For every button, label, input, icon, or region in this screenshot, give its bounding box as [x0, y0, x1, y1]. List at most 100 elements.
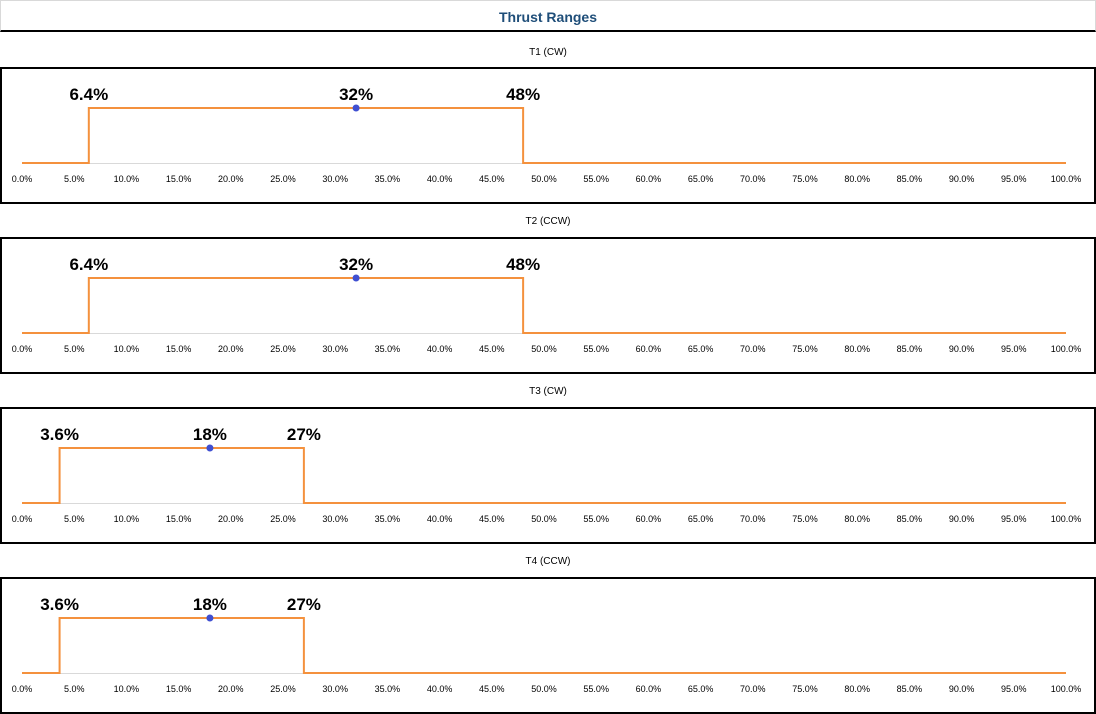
x-tick-label: 50.0%	[531, 344, 557, 354]
x-tick-label: 45.0%	[479, 344, 505, 354]
x-tick-label: 25.0%	[270, 174, 296, 184]
x-tick-label: 30.0%	[322, 344, 348, 354]
x-tick-label: 55.0%	[583, 174, 609, 184]
x-tick-label: 30.0%	[322, 174, 348, 184]
x-tick-label: 10.0%	[114, 174, 140, 184]
x-tick-label: 20.0%	[218, 514, 244, 524]
mid-label: 32%	[339, 85, 373, 104]
x-tick-label: 70.0%	[740, 344, 766, 354]
x-tick-label: 40.0%	[427, 174, 453, 184]
x-tick-label: 85.0%	[897, 514, 923, 524]
x-tick-label: 5.0%	[64, 514, 85, 524]
x-tick-label: 0.0%	[12, 684, 33, 694]
mid-label: 32%	[339, 255, 373, 274]
min-label: 6.4%	[69, 255, 108, 274]
max-label: 48%	[506, 85, 540, 104]
x-tick-label: 60.0%	[636, 344, 662, 354]
x-tick-label: 90.0%	[949, 174, 975, 184]
x-tick-label: 10.0%	[114, 684, 140, 694]
x-tick-label: 95.0%	[1001, 344, 1027, 354]
x-tick-label: 95.0%	[1001, 174, 1027, 184]
x-tick-label: 80.0%	[844, 344, 870, 354]
x-tick-label: 30.0%	[322, 514, 348, 524]
x-tick-label: 70.0%	[740, 174, 766, 184]
mid-marker	[206, 614, 214, 622]
x-tick-label: 20.0%	[218, 174, 244, 184]
chart-panel-t4: 0.0% 5.0% 10.0% 15.0% 20.0% 25.0% 30.0% 35.0% 40…	[0, 577, 1096, 714]
chart-svg-t4: 0.0% 5.0% 10.0% 15.0% 20.0% 25.0% 30.0% 35.0% 40…	[12, 595, 1082, 694]
main-title: Thrust Ranges	[0, 0, 1096, 32]
x-tick-label: 35.0%	[375, 514, 401, 524]
x-tick-label: 75.0%	[792, 344, 818, 354]
x-tick-label: 70.0%	[740, 684, 766, 694]
x-tick-label: 25.0%	[270, 344, 296, 354]
x-tick-label: 5.0%	[64, 344, 85, 354]
x-tick-label: 90.0%	[949, 344, 975, 354]
x-tick-label: 55.0%	[583, 684, 609, 694]
chart-svg-t3: 0.0% 5.0% 10.0% 15.0% 20.0% 25.0% 30.0% 35.0% 40…	[12, 425, 1082, 524]
chart-panel-t3: 0.0% 5.0% 10.0% 15.0% 20.0% 25.0% 30.0% 35.0% 40…	[0, 407, 1096, 544]
x-tick-label: 60.0%	[636, 684, 662, 694]
range-line	[22, 107, 1066, 164]
x-tick-label: 40.0%	[427, 684, 453, 694]
x-tick-label: 10.0%	[114, 344, 140, 354]
x-tick-label: 85.0%	[897, 684, 923, 694]
x-tick-label: 10.0%	[114, 514, 140, 524]
x-tick-label: 0.0%	[12, 174, 33, 184]
mid-label: 18%	[193, 595, 227, 614]
mid-marker	[352, 104, 360, 112]
chart-title-t4: T4 (CCW)	[525, 556, 571, 567]
x-tick-label: 20.0%	[218, 344, 244, 354]
x-tick-label: 25.0%	[270, 684, 296, 694]
x-tick-label: 70.0%	[740, 514, 766, 524]
x-tick-label: 5.0%	[64, 174, 85, 184]
x-tick-label: 85.0%	[897, 344, 923, 354]
x-tick-label: 45.0%	[479, 514, 505, 524]
x-tick-label: 90.0%	[949, 514, 975, 524]
x-tick-label: 15.0%	[166, 344, 192, 354]
chart-title-t3: T3 (CW)	[529, 386, 567, 397]
max-label: 48%	[506, 255, 540, 274]
x-tick-label: 15.0%	[166, 684, 192, 694]
x-tick-label: 85.0%	[897, 174, 923, 184]
chart-svg-t1: 0.0% 5.0% 10.0% 15.0% 20.0% 25.0% 30.0% 35.0% 40…	[12, 85, 1082, 184]
x-tick-label: 65.0%	[688, 344, 714, 354]
x-tick-label: 65.0%	[688, 174, 714, 184]
max-label: 27%	[287, 425, 321, 444]
x-tick-label: 5.0%	[64, 684, 85, 694]
mid-marker	[206, 444, 214, 452]
chart-title-t1: T1 (CW)	[529, 47, 567, 58]
chart-title-t2: T2 (CCW)	[525, 216, 571, 227]
min-label: 6.4%	[69, 85, 108, 104]
x-tick-label: 55.0%	[583, 344, 609, 354]
chart-panel-t1: 0.0% 5.0% 10.0% 15.0% 20.0% 25.0% 30.0% 35.0% 40…	[0, 67, 1096, 204]
x-tick-label: 80.0%	[844, 174, 870, 184]
x-tick-label: 60.0%	[636, 514, 662, 524]
x-tick-label: 20.0%	[218, 684, 244, 694]
x-tick-label: 0.0%	[12, 344, 33, 354]
x-tick-label: 45.0%	[479, 174, 505, 184]
x-tick-label: 45.0%	[479, 684, 505, 694]
x-tick-label: 30.0%	[322, 684, 348, 694]
x-tick-label: 65.0%	[688, 514, 714, 524]
x-tick-label: 65.0%	[688, 684, 714, 694]
x-tick-label: 100.0%	[1051, 514, 1082, 524]
x-tick-label: 15.0%	[166, 514, 192, 524]
max-label: 27%	[287, 595, 321, 614]
x-tick-label: 25.0%	[270, 514, 296, 524]
x-tick-label: 100.0%	[1051, 344, 1082, 354]
x-tick-label: 15.0%	[166, 174, 192, 184]
range-line	[22, 617, 1066, 674]
x-tick-label: 75.0%	[792, 174, 818, 184]
x-tick-label: 60.0%	[636, 174, 662, 184]
x-tick-label: 95.0%	[1001, 684, 1027, 694]
min-label: 3.6%	[40, 595, 79, 614]
x-tick-label: 35.0%	[375, 344, 401, 354]
x-tick-label: 0.0%	[12, 514, 33, 524]
x-tick-label: 75.0%	[792, 514, 818, 524]
chart-panel-t2: 0.0% 5.0% 10.0% 15.0% 20.0% 25.0% 30.0% 35.0% 40…	[0, 237, 1096, 374]
x-tick-label: 40.0%	[427, 344, 453, 354]
mid-label: 18%	[193, 425, 227, 444]
x-tick-label: 80.0%	[844, 514, 870, 524]
chart-svg-t2: 0.0% 5.0% 10.0% 15.0% 20.0% 25.0% 30.0% 35.0% 40…	[12, 255, 1082, 354]
